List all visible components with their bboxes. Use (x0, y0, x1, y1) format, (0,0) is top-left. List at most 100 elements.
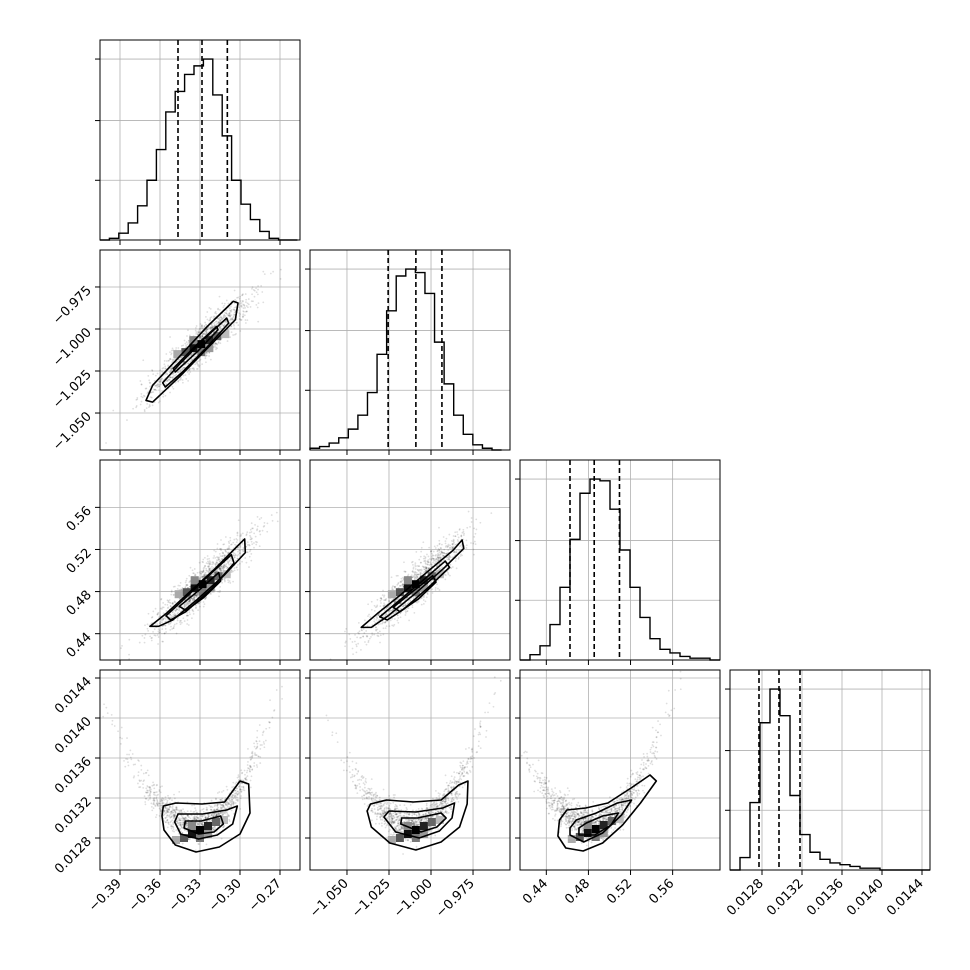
contour-2 (578, 812, 620, 836)
density-block-8 (172, 836, 180, 844)
histogram-1 (309, 268, 502, 451)
density-block-7 (205, 344, 214, 353)
ytick-label-2-3: 0.56 (64, 504, 95, 535)
ytick-label-2-1: 0.48 (64, 588, 95, 619)
ytick-label-3-4: 0.0144 (52, 674, 95, 717)
contour-2 (399, 812, 447, 833)
xtick-label-1-2: −1.000 (391, 876, 436, 921)
panel-frame (519, 669, 721, 871)
density-block-2 (599, 821, 608, 829)
density-block-0 (196, 826, 204, 834)
contour-1 (161, 317, 230, 388)
panel-frame (309, 669, 511, 871)
contour-2 (172, 325, 219, 373)
contour-1 (383, 802, 456, 839)
density-block-6 (583, 821, 592, 829)
contour-0 (149, 538, 247, 628)
panel-frame (309, 249, 511, 451)
ytick-label-1-3: −0.975 (50, 283, 95, 328)
hist-panel-0 (95, 39, 301, 241)
density-block-7 (204, 830, 212, 838)
density-block-3 (181, 348, 190, 357)
xtick-label-3-4: 0.0144 (884, 876, 927, 919)
panel-content (100, 670, 300, 870)
hist-panel-2 (515, 459, 721, 661)
xtick-label-0-4: −0.27 (246, 876, 285, 915)
xtick-label-3-3: 0.0140 (844, 876, 887, 919)
contour-2 (183, 815, 225, 835)
density-block-8 (174, 590, 183, 599)
hist-panel-3 (725, 669, 931, 871)
density-block-8 (387, 836, 396, 844)
density-block-6 (190, 576, 199, 585)
xtick-label-0-0: −0.39 (86, 876, 125, 915)
scatter-panel-2-3 (519, 669, 721, 871)
density-block-2 (419, 822, 428, 830)
density-block-1 (188, 830, 196, 838)
density-block-9 (222, 570, 231, 579)
hist-panel-1 (305, 249, 511, 451)
scatter-points (325, 676, 502, 855)
contour-0 (145, 300, 239, 403)
ytick-label-3-3: 0.0140 (52, 714, 95, 757)
histogram-3 (730, 688, 930, 871)
density-block-1 (403, 830, 412, 838)
panel-content (100, 460, 300, 660)
xtick-label-0-1: −0.36 (126, 876, 165, 915)
ytick-label-1-2: −1.000 (50, 325, 95, 370)
xtick-label-2-2: 0.52 (604, 876, 635, 907)
density-block-4 (607, 817, 616, 825)
density-block-0 (411, 580, 420, 589)
scatter-points (102, 685, 283, 852)
xtick-label-1-0: −1.050 (307, 876, 352, 921)
density-block-8 (567, 835, 576, 843)
density-block-9 (220, 816, 228, 824)
xtick-label-3-1: 0.0132 (764, 876, 807, 919)
density-block-9 (435, 570, 444, 579)
scatter-panel-0-2 (99, 459, 301, 661)
ytick-label-3-1: 0.0132 (52, 794, 95, 837)
xtick-label-3-0: 0.0128 (724, 876, 767, 919)
density-block-7 (419, 830, 428, 838)
contour-0 (360, 539, 465, 629)
ytick-label-1-0: −1.050 (50, 409, 95, 454)
contour-1 (378, 560, 451, 621)
ytick-label-1-1: −1.025 (50, 367, 95, 412)
panel-frame (309, 459, 511, 661)
ytick-label-2-0: 0.44 (64, 630, 95, 661)
density-block-8 (387, 590, 396, 599)
panel-content (310, 460, 510, 660)
contour-1 (165, 553, 235, 621)
density-block-0 (197, 340, 206, 349)
density-block-3 (395, 588, 404, 597)
panel-content (100, 250, 300, 450)
scatter-panel-0-1 (99, 249, 301, 451)
density-block-6 (403, 576, 412, 585)
scatter-points (105, 268, 282, 444)
density-block-9 (615, 815, 624, 823)
xtick-label-0-2: −0.33 (166, 876, 205, 915)
density-block-5 (198, 588, 207, 597)
density-block-0 (198, 580, 207, 589)
xtick-label-1-3: −0.975 (433, 876, 478, 921)
density-block-5 (411, 834, 420, 842)
density-block-6 (189, 336, 198, 345)
ytick-label-2-2: 0.52 (64, 546, 95, 577)
density-block-4 (427, 818, 436, 826)
density-block-1 (583, 829, 592, 837)
panel-frame (519, 459, 721, 661)
density-block-3 (180, 834, 188, 842)
density-block-3 (182, 588, 191, 597)
contour-0 (557, 774, 658, 852)
scatter-panel-1-3 (309, 669, 511, 871)
density-block-4 (212, 818, 220, 826)
density-block-3 (575, 833, 584, 841)
density-block-2 (204, 822, 212, 830)
xtick-label-3-2: 0.0136 (804, 876, 847, 919)
xtick-label-1-1: −1.025 (349, 876, 394, 921)
scatter-panel-0-3 (99, 669, 301, 871)
panel-frame (729, 669, 931, 871)
panel-content (310, 670, 510, 870)
xtick-label-0-3: −0.30 (206, 876, 245, 915)
